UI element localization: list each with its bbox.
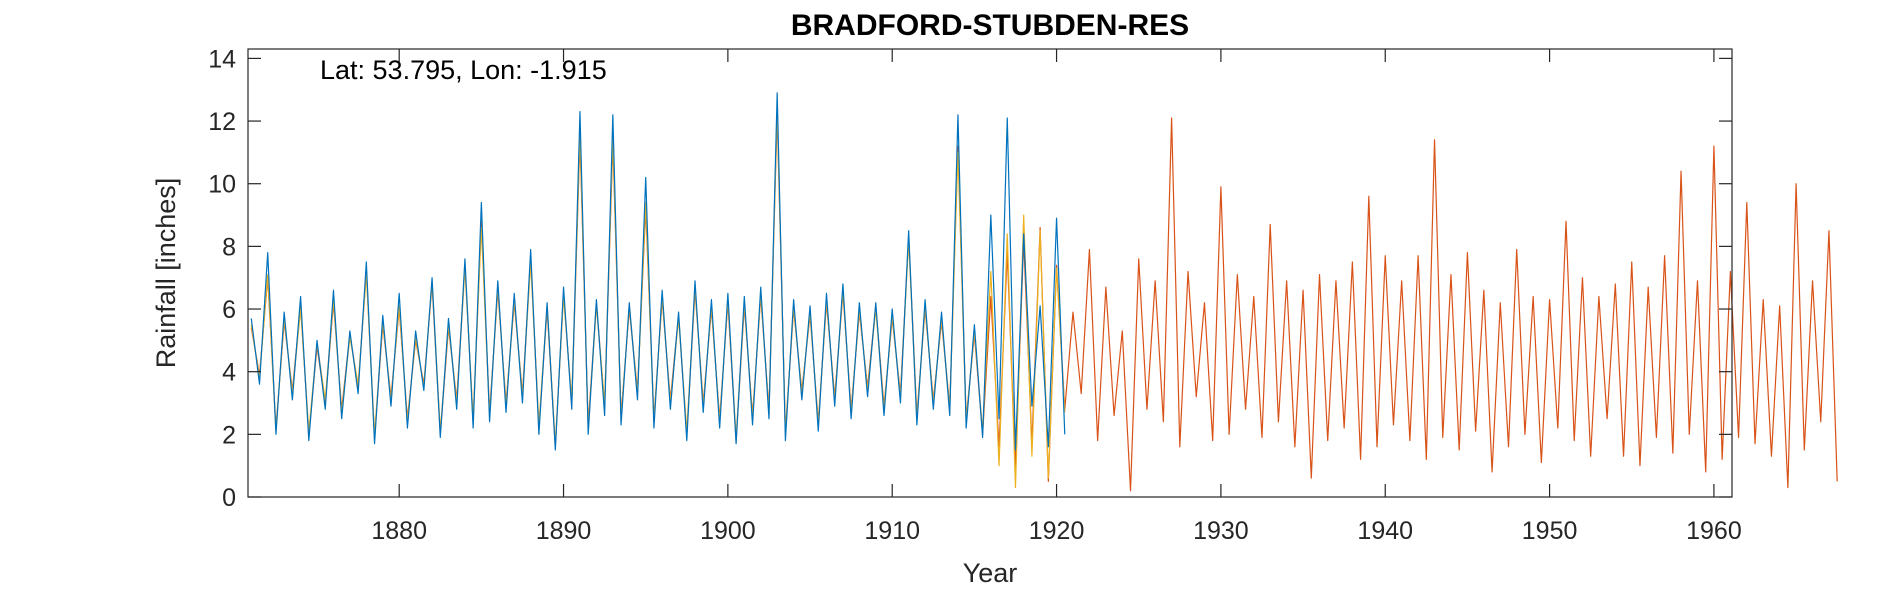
chart-title: BRADFORD-STUBDEN-RES: [791, 9, 1189, 42]
coordinate-annotation: Lat: 53.795, Lon: -1.915: [320, 55, 607, 85]
x-axis-title: Year: [963, 558, 1018, 588]
y-tick-label: 6: [222, 296, 236, 324]
x-tick-label: 1900: [700, 517, 756, 545]
x-tick-label: 1890: [536, 517, 592, 545]
x-tick-label: 1950: [1522, 517, 1578, 545]
x-tick-label: 1920: [1029, 517, 1085, 545]
y-tick-label: 14: [208, 45, 236, 73]
plot-area: [248, 49, 1732, 497]
tick-layer: 1880 1890 1900 1910 1920 1930 1940 1950 1960 0 2 4 6…: [208, 45, 1742, 545]
y-tick-label: 0: [222, 484, 236, 512]
y-tick-label: 10: [208, 171, 236, 199]
axes-box: [247, 48, 1733, 498]
y-tick-label: 12: [208, 108, 236, 136]
y-tick-label: 4: [222, 359, 236, 387]
series-layer: [250, 92, 1838, 492]
y-tick-label: 2: [222, 421, 236, 449]
x-tick-label: 1940: [1357, 517, 1413, 545]
y-axis-title: Rainfall [inches]: [151, 178, 181, 369]
x-tick-label: 1880: [371, 517, 427, 545]
series-line-2: [250, 92, 1066, 451]
x-tick-label: 1960: [1686, 517, 1742, 545]
x-tick-label: 1910: [864, 517, 920, 545]
x-tick-label: 1930: [1193, 517, 1249, 545]
y-tick-label: 8: [222, 233, 236, 261]
